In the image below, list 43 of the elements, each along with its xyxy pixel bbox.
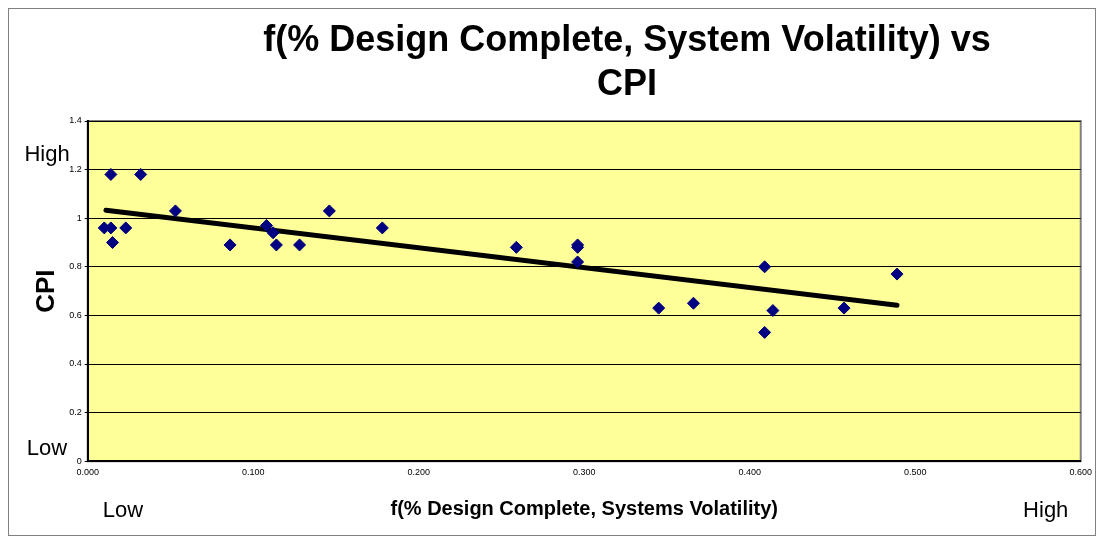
x-tick-label: 0.300 [572,467,596,478]
x-tick-label: 0.600 [1069,467,1092,478]
y-tick-label: 0.2 [69,407,82,418]
x-tick-label: 0.400 [738,467,761,478]
point [119,221,133,235]
x-tick-label: 0.500 [903,467,927,478]
point [837,301,851,315]
point [766,304,780,318]
y-tick-label: 0.8 [69,261,82,272]
text: Low [26,435,68,461]
point [106,236,120,249]
y-axis-title: CPI [29,269,60,313]
y-tick-label: 1.4 [69,115,82,126]
point [322,204,336,218]
point [758,260,772,274]
x-tick-label: 0.100 [241,467,265,478]
y-tick-label: 0.6 [69,309,82,320]
point [652,301,666,315]
point [293,238,307,252]
point [571,255,585,269]
point [758,325,772,339]
text: Low [102,497,144,523]
point [223,238,237,252]
y-tick-label: 0.4 [69,358,82,369]
chart-title: f(% Design Complete, System Volatility) vs CPI [262,17,992,105]
point [509,240,523,254]
text: High [1023,497,1069,523]
y-tick-label: 1.2 [69,164,82,175]
x-axis-title: f(% Design Complete, Systems Volatility) [390,496,778,519]
point [375,221,389,235]
point [686,296,700,310]
point [168,204,182,218]
x-tick-label: 0.200 [407,467,430,478]
y-tick-label: 0 [76,455,82,466]
point [134,167,148,181]
point [890,267,904,281]
point [104,167,118,181]
x-tick-label: 0.000 [76,467,99,478]
point [259,218,273,232]
text: High [24,141,70,167]
point [266,226,280,240]
point [269,238,283,252]
y-tick-label: 1 [76,212,82,223]
